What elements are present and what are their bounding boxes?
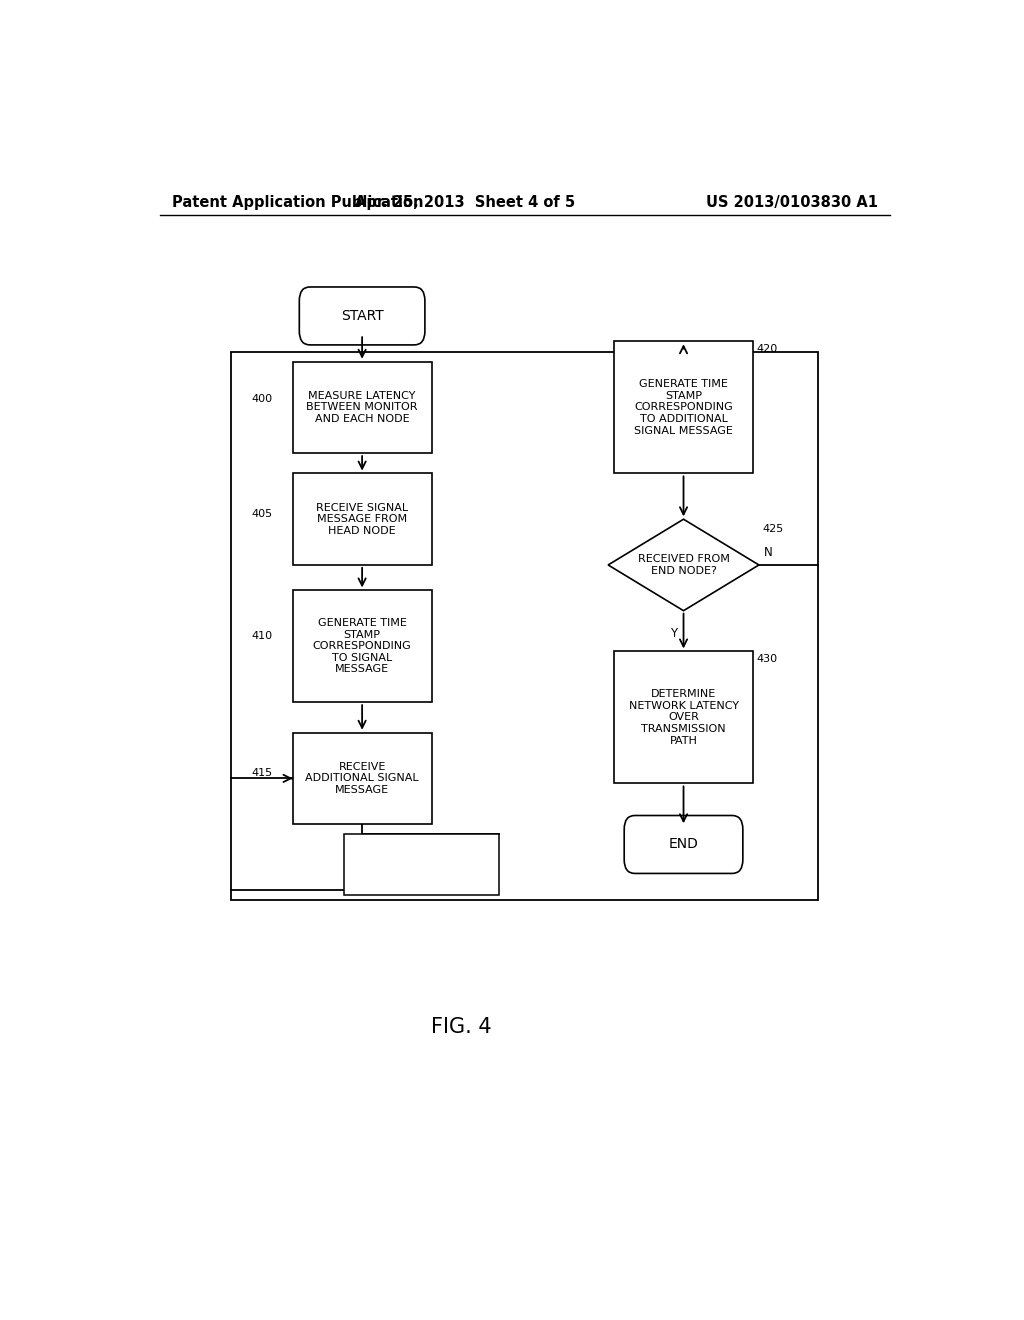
Text: 410: 410 — [252, 631, 272, 642]
Text: GENERATE TIME
STAMP
CORRESPONDING
TO SIGNAL
MESSAGE: GENERATE TIME STAMP CORRESPONDING TO SIG… — [312, 618, 412, 675]
Bar — [614, 342, 753, 474]
Text: N: N — [764, 546, 773, 560]
Bar — [293, 733, 431, 824]
Bar — [293, 590, 431, 702]
Bar — [293, 474, 431, 565]
Text: 420: 420 — [757, 345, 778, 355]
Bar — [293, 362, 431, 453]
Text: 425: 425 — [763, 524, 784, 535]
Bar — [344, 834, 499, 895]
Text: 430: 430 — [757, 655, 778, 664]
FancyBboxPatch shape — [299, 286, 425, 345]
Text: GENERATE TIME
STAMP
CORRESPONDING
TO ADDITIONAL
SIGNAL MESSAGE: GENERATE TIME STAMP CORRESPONDING TO ADD… — [634, 379, 733, 436]
Text: 400: 400 — [252, 395, 272, 404]
Text: DETERMINE
NETWORK LATENCY
OVER
TRANSMISSION
PATH: DETERMINE NETWORK LATENCY OVER TRANSMISS… — [629, 689, 738, 746]
Text: Apr. 25, 2013  Sheet 4 of 5: Apr. 25, 2013 Sheet 4 of 5 — [355, 194, 575, 210]
Text: MEASURE LATENCY
BETWEEN MONITOR
AND EACH NODE: MEASURE LATENCY BETWEEN MONITOR AND EACH… — [306, 391, 418, 424]
Text: START: START — [341, 309, 383, 323]
Text: US 2013/0103830 A1: US 2013/0103830 A1 — [706, 194, 878, 210]
Polygon shape — [608, 519, 759, 611]
Text: END: END — [669, 837, 698, 851]
Text: RECEIVE
ADDITIONAL SIGNAL
MESSAGE: RECEIVE ADDITIONAL SIGNAL MESSAGE — [305, 762, 419, 795]
Bar — [614, 651, 753, 784]
Text: Patent Application Publication: Patent Application Publication — [172, 194, 423, 210]
Text: RECEIVE SIGNAL
MESSAGE FROM
HEAD NODE: RECEIVE SIGNAL MESSAGE FROM HEAD NODE — [316, 503, 409, 536]
Text: 405: 405 — [252, 510, 272, 519]
Text: Y: Y — [671, 627, 678, 640]
Text: 415: 415 — [252, 768, 272, 779]
Text: RECEIVED FROM
END NODE?: RECEIVED FROM END NODE? — [638, 554, 729, 576]
Text: FIG. 4: FIG. 4 — [431, 1018, 492, 1038]
Bar — [231, 351, 818, 900]
FancyBboxPatch shape — [625, 816, 742, 874]
